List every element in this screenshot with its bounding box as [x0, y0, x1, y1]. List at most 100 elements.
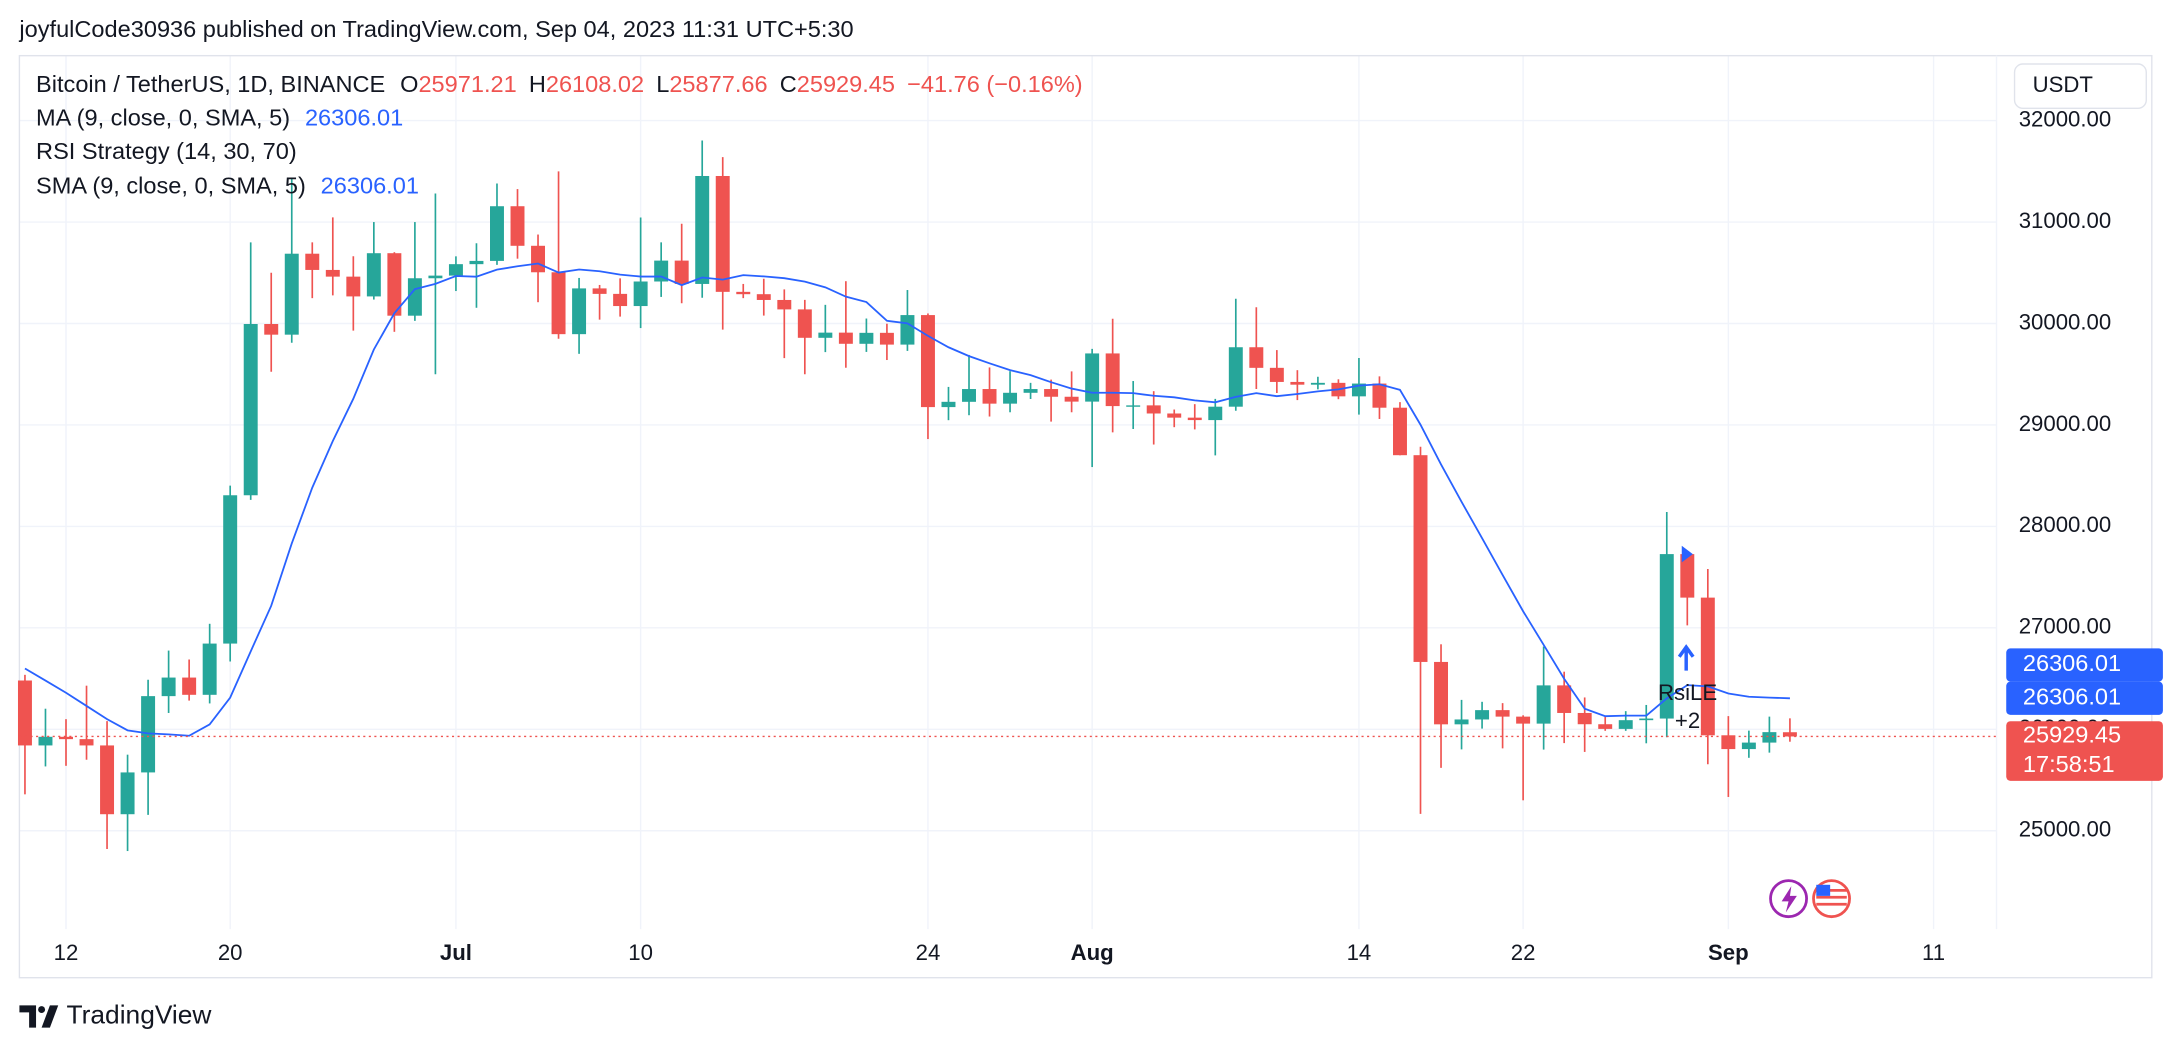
candle-body — [1741, 742, 1756, 750]
candle-body — [1187, 417, 1202, 421]
candle-body — [1639, 718, 1654, 721]
candle-body — [1475, 710, 1490, 720]
candle-body — [1495, 710, 1510, 717]
currency[interactable]: USDT — [2033, 72, 2094, 97]
plot: 25000.0026000.0027000.0028000.0029000.00… — [17, 106, 2163, 965]
chart-frame — [18, 54, 2153, 979]
icons — [1769, 879, 1851, 919]
candle-body — [715, 175, 730, 292]
currency-button[interactable]: USDT — [2013, 63, 2147, 110]
header: joyfulCode30936 published on TradingView… — [18, 16, 853, 42]
x-tick-label: 20 — [218, 940, 243, 965]
price-badge — [2006, 721, 2163, 781]
candle-body — [1618, 720, 1633, 729]
candle-body — [1598, 724, 1613, 729]
candle-body — [1557, 685, 1572, 713]
candle-body — [982, 389, 997, 404]
candle-body — [1310, 382, 1325, 385]
candle-body — [551, 272, 566, 335]
x-tick-label: 22 — [1511, 940, 1536, 965]
candle-body — [161, 677, 176, 697]
currency-box[interactable] — [2013, 63, 2147, 110]
candle-body — [120, 772, 135, 815]
candle-body — [346, 276, 361, 297]
signal-flag — [1681, 545, 1693, 563]
candle-body — [38, 736, 53, 746]
x-tick-label: 14 — [1347, 940, 1372, 965]
candle-body — [510, 206, 525, 246]
y-tick-label: 31000.00 — [2019, 208, 2111, 233]
ma-badge — [2006, 648, 2163, 682]
x-tick-label: Aug — [1071, 940, 1114, 965]
symbol: Bitcoin / TetherUS, 1D, BINANCE — [36, 71, 385, 97]
candle-body — [1085, 353, 1100, 402]
candle-body — [674, 260, 689, 284]
change: −41.76 (−0.16%) — [907, 71, 1083, 97]
candle-body — [1413, 455, 1428, 662]
candle-body — [325, 269, 340, 277]
candle-body — [1434, 661, 1449, 725]
countdown: 17:58:51 — [2023, 751, 2115, 777]
candle-body — [592, 288, 607, 294]
candle-body — [818, 332, 833, 338]
candle-body — [1454, 719, 1469, 725]
candle-body — [1249, 347, 1264, 368]
candle-body — [1290, 381, 1305, 385]
grid — [19, 55, 1997, 930]
candle-body — [1721, 735, 1736, 750]
candle-body — [366, 253, 381, 297]
x-tick-label: 24 — [916, 940, 941, 965]
candle-body — [1372, 383, 1387, 408]
candle-body — [1536, 685, 1551, 724]
candle-body — [797, 309, 812, 338]
candle-body — [756, 294, 771, 300]
candle-body — [900, 315, 915, 345]
brand-logo: TradingView — [19, 999, 212, 1029]
candle-body — [182, 677, 197, 695]
x-tick-label: 11 — [1922, 940, 1945, 965]
sma-name: SMA (9, close, 0, SMA, 5) — [36, 173, 306, 199]
rsi-legend: RSI Strategy (14, 30, 70) — [36, 138, 297, 164]
signal-arrow — [1677, 644, 1695, 671]
candle-body — [1044, 389, 1059, 397]
x-tick-label: 10 — [628, 940, 653, 965]
candle-body — [100, 745, 115, 815]
candle-body — [1577, 712, 1592, 725]
sma-value: 26306.01 — [321, 173, 419, 199]
candle-body — [305, 253, 320, 270]
candle-body — [962, 389, 976, 402]
candle-body — [859, 332, 874, 344]
candle-body — [1782, 732, 1797, 737]
candle-body — [1393, 407, 1407, 456]
y-tick-label: 25000.00 — [2019, 817, 2111, 842]
candle-body — [1126, 405, 1141, 407]
candle-body — [1003, 392, 1018, 404]
flag-canton — [1816, 884, 1831, 896]
candle-body — [920, 315, 935, 408]
ma-badge-label: 26306.01 — [2023, 650, 2121, 676]
candle-body — [264, 324, 279, 335]
candle-body — [633, 281, 648, 307]
candle-body — [428, 275, 443, 279]
signal-label: RsiLE — [1658, 680, 1717, 705]
candle-body — [1064, 396, 1079, 402]
candle-body — [531, 245, 546, 273]
candle-body — [1680, 554, 1695, 598]
brand: TradingView — [67, 999, 213, 1029]
signal-count: +2 — [1675, 708, 1700, 733]
candle-body — [572, 288, 587, 335]
candle-body — [17, 680, 32, 746]
candle-body — [838, 332, 853, 344]
candle-body — [1516, 716, 1531, 724]
candle-body — [1228, 347, 1243, 407]
y-tick-label: 32000.00 — [2019, 106, 2111, 131]
ma-value: 26306.01 — [305, 105, 403, 131]
candle-body — [1659, 554, 1674, 719]
ma-legend: MA (9, close, 0, SMA, 5) 26306.01 — [36, 105, 403, 131]
candle-body — [448, 264, 463, 276]
close-value: 25929.45 — [797, 71, 895, 97]
candle-body — [284, 253, 299, 335]
candle-body — [1269, 367, 1284, 382]
ohlc-letter: H — [529, 71, 546, 97]
